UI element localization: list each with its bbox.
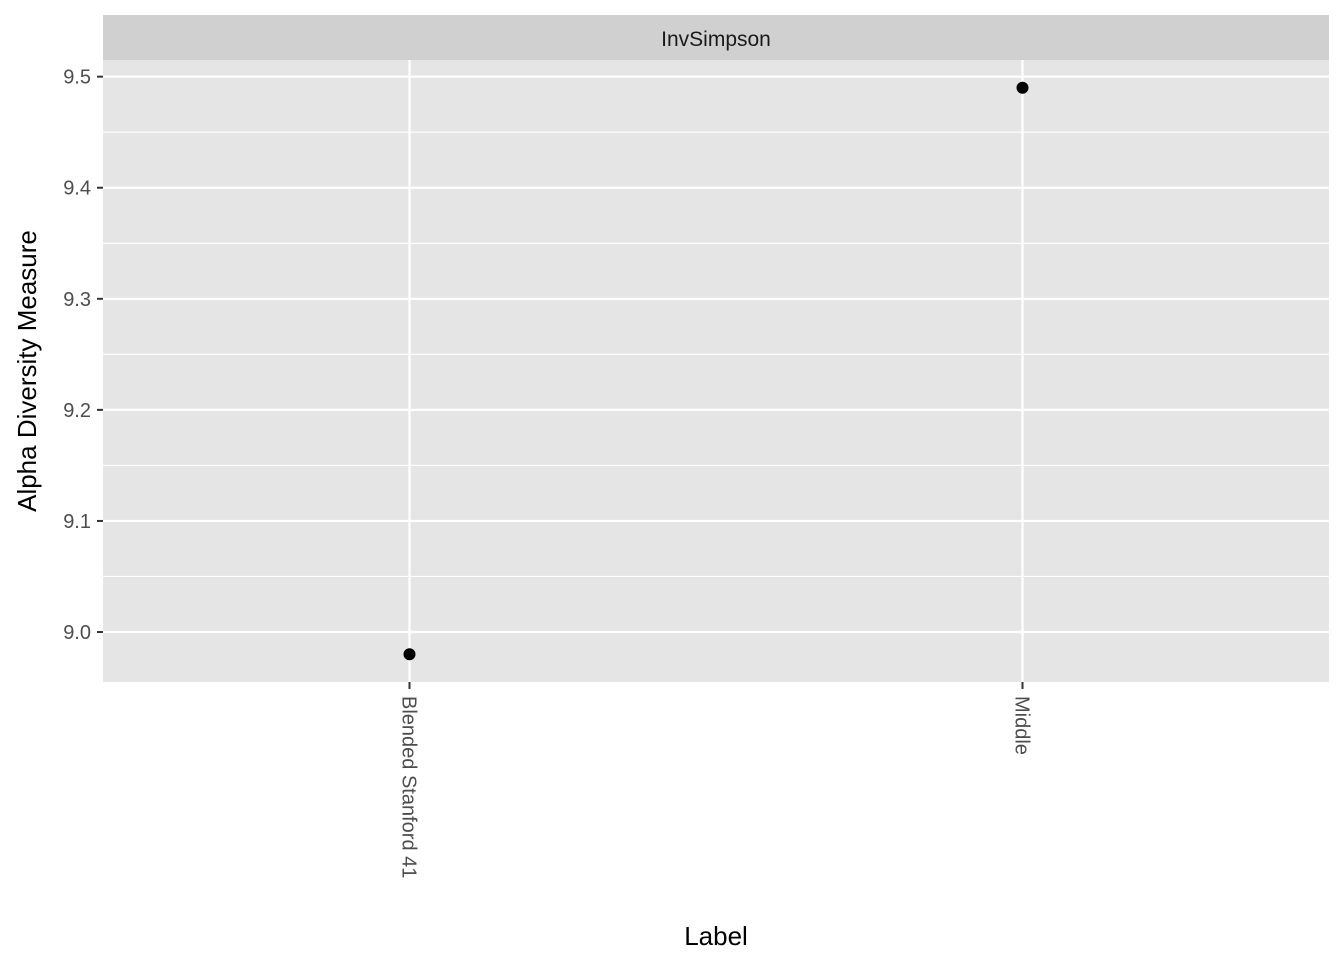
major-gridlines xyxy=(103,60,1329,682)
plot-panel xyxy=(103,60,1329,682)
y-tick-label: 9.3 xyxy=(63,289,91,311)
x-tick-label: Middle xyxy=(1011,696,1033,755)
facet-strip xyxy=(103,15,1329,60)
x-axis: Blended Stanford 41 Middle xyxy=(398,682,1033,878)
x-axis-title: Label xyxy=(684,921,748,951)
y-tick-label: 9.2 xyxy=(63,400,91,422)
data-point xyxy=(403,648,416,661)
minor-gridlines xyxy=(103,131,1329,578)
data-points xyxy=(403,81,1029,661)
y-tick-label: 9.0 xyxy=(63,622,91,644)
facet-strip-label: InvSimpson xyxy=(661,28,771,51)
y-axis-title: Alpha Diversity Measure xyxy=(12,230,42,512)
y-tick-label: 9.1 xyxy=(63,511,91,533)
x-tick-label: Blended Stanford 41 xyxy=(398,696,420,878)
y-tick-label: 9.4 xyxy=(63,178,91,200)
data-point xyxy=(1016,81,1029,94)
y-tick-label: 9.5 xyxy=(63,67,91,89)
y-axis: 9.0 9.1 9.2 9.3 9.4 9.5 xyxy=(63,67,103,644)
